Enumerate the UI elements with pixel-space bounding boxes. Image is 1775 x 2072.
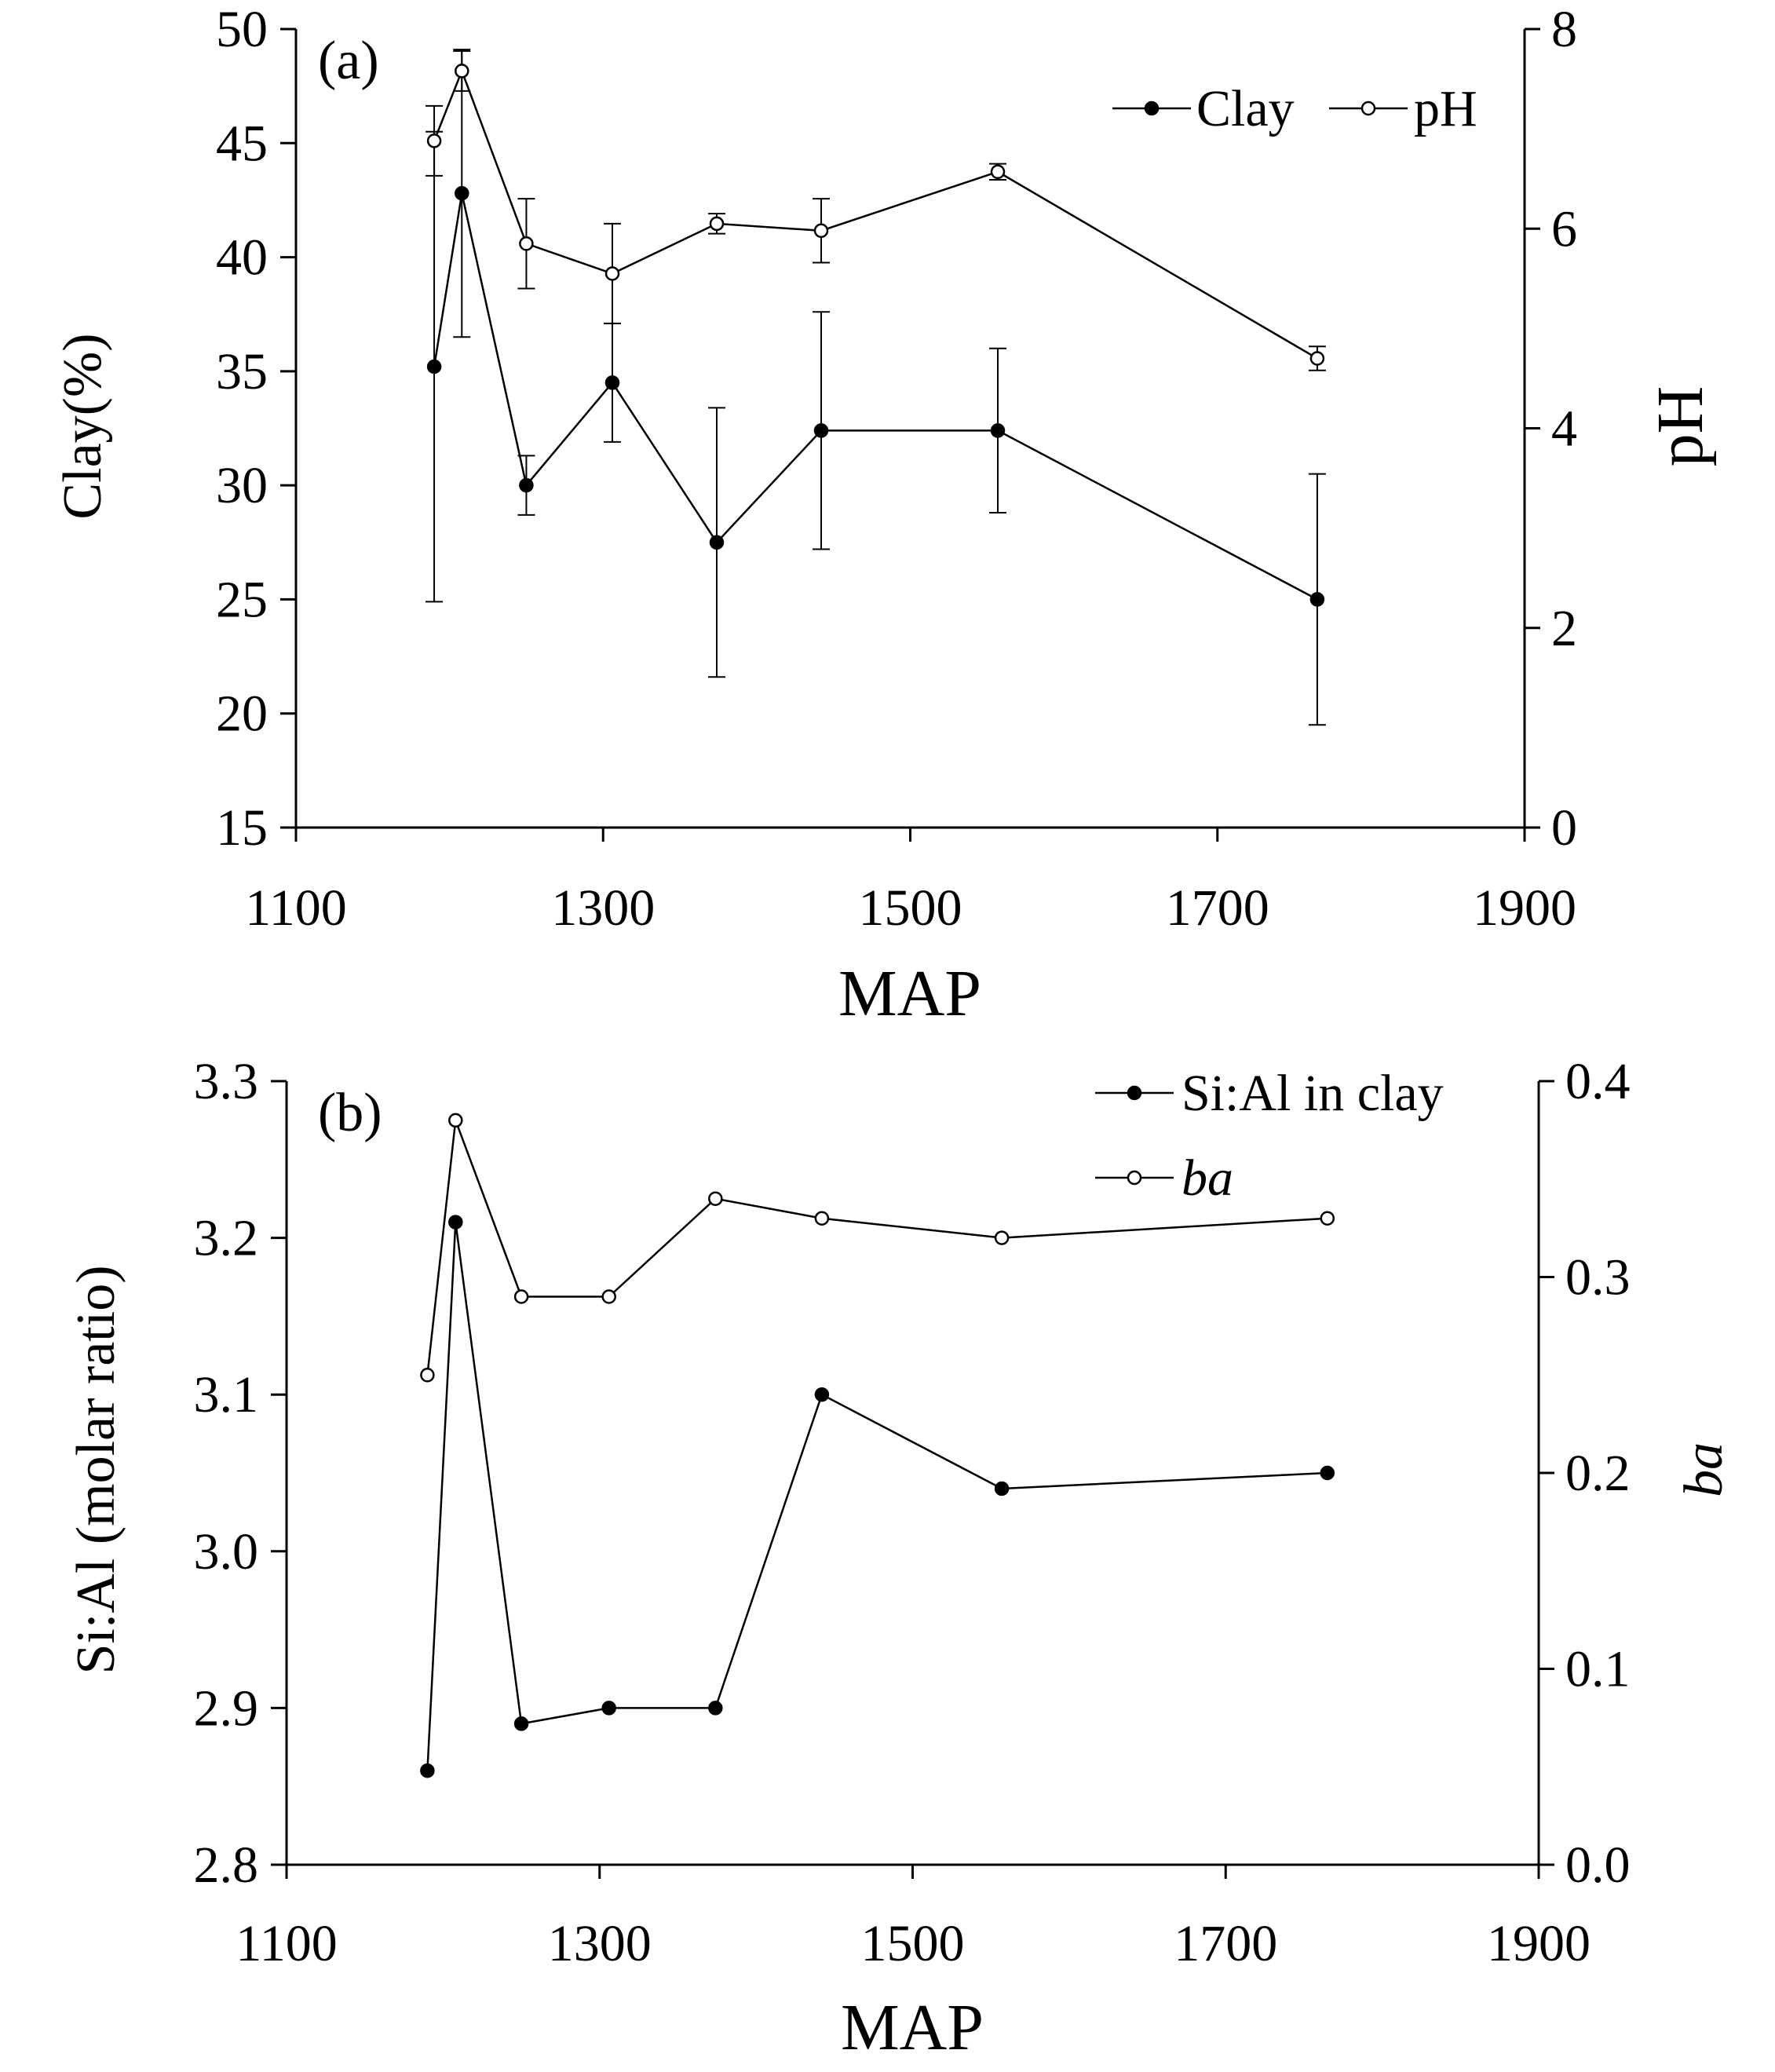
- panel-b-y2-tick-label: 0.0: [1565, 1836, 1631, 1894]
- panel-a-y2-tick-label: 4: [1551, 400, 1577, 458]
- data-point-clay: [709, 535, 725, 550]
- data-point-ba: [448, 1113, 463, 1128]
- data-point-ba: [601, 1289, 616, 1304]
- data-point-ph: [990, 164, 1006, 180]
- panel-a-y-tick-label: 50: [216, 1, 268, 58]
- panel-a-legend: Clay pH: [1112, 80, 1477, 137]
- panel-b-x-tick-label: 1100: [236, 1915, 338, 1972]
- panel-a-x-tick-label: 1700: [1166, 879, 1269, 937]
- data-point-ba: [994, 1230, 1010, 1245]
- panel-b-y2-tick-label: 0.4: [1565, 1053, 1631, 1110]
- data-point-ba: [814, 1211, 830, 1226]
- legend-label-sial: Si:Al in clay: [1182, 1065, 1444, 1122]
- data-point-ba: [1320, 1211, 1335, 1226]
- data-point-si-al-in-clay: [994, 1481, 1010, 1496]
- panel-a-y-tick-label: 30: [216, 457, 268, 514]
- data-point-ph: [709, 216, 725, 232]
- panel-a-y2-axis-title: pH: [1644, 386, 1717, 467]
- panel-a-y-tick-label: 45: [216, 115, 268, 172]
- panel-a-y-axis-title: Clay(%): [53, 333, 113, 519]
- legend-label-ph: pH: [1414, 80, 1477, 137]
- panel-b-y-tick-label: 3.3: [194, 1053, 259, 1110]
- panel-b-y-tick-label: 2.9: [194, 1679, 259, 1737]
- panel-a-y2-tick-label: 8: [1551, 1, 1577, 58]
- panel-b-x-axis-title: MAP: [841, 1991, 984, 2064]
- panel-a-clay-ph-chart: (a) MAP Clay(%) pH Clay pH 1100 1300 1500 1…: [53, 1, 1717, 1030]
- panel-b-y-tick-label: 3.2: [194, 1210, 259, 1267]
- data-point-ba: [513, 1289, 529, 1304]
- data-point-si-al-in-clay: [708, 1701, 723, 1716]
- data-point-si-al-in-clay: [448, 1215, 463, 1230]
- legend-marker-sial: [1127, 1085, 1142, 1101]
- legend-marker-ba: [1127, 1170, 1142, 1186]
- data-point-ph: [455, 64, 469, 79]
- data-point-si-al-in-clay: [814, 1387, 830, 1402]
- series-line-ba: [426, 1120, 1328, 1376]
- panel-a-x-tick-label: 1100: [245, 879, 347, 937]
- legend-label-ba: ba: [1182, 1149, 1233, 1207]
- panel-b-y2-axis-title: ba: [1674, 1442, 1734, 1497]
- panel-a-y-tick-label: 15: [216, 799, 268, 857]
- series-line-si-al-in-clay: [426, 1222, 1328, 1771]
- panel-b-y2-tick-label: 0.2: [1565, 1445, 1631, 1502]
- panel-b-y-tick-label: 3.0: [194, 1523, 259, 1580]
- panel-b-sial-ba-chart: (b) MAP Si:Al (molar ratio) ba Si:Al in …: [66, 1053, 1734, 2064]
- panel-a-y-tick-label: 20: [216, 685, 268, 743]
- panel-a-y2-tick-label: 2: [1551, 600, 1577, 657]
- legend-marker-clay: [1144, 100, 1160, 116]
- data-point-ba: [420, 1368, 435, 1383]
- panel-a-x-tick-label: 1900: [1473, 879, 1576, 937]
- panel-b-y2-tick-label: 0.1: [1565, 1641, 1631, 1698]
- data-point-clay: [1309, 592, 1325, 607]
- data-point-si-al-in-clay: [513, 1716, 529, 1731]
- data-point-ph: [604, 266, 620, 281]
- data-point-ph: [813, 223, 829, 239]
- data-point-ph: [519, 236, 534, 251]
- data-point-clay: [519, 477, 534, 493]
- panel-b-label: (b): [318, 1083, 382, 1143]
- panel-a-x-tick-label: 1300: [551, 879, 655, 937]
- data-point-si-al-in-clay: [601, 1701, 616, 1716]
- panel-a-y-tick-label: 25: [216, 571, 268, 628]
- panel-a-x-axis-title: MAP: [838, 957, 981, 1030]
- panel-a-label: (a): [318, 31, 379, 91]
- data-point-ph: [1309, 351, 1325, 366]
- data-point-clay: [455, 185, 469, 201]
- panel-a-y-tick-label: 40: [216, 229, 268, 287]
- data-point-clay: [990, 423, 1006, 438]
- data-point-clay: [813, 423, 829, 438]
- panel-a-y2-tick-label: 0: [1551, 799, 1577, 857]
- legend-label-clay: Clay: [1196, 80, 1295, 137]
- panel-a-y-tick-label: 35: [216, 343, 268, 400]
- panel-b-x-tick-label: 1900: [1487, 1915, 1591, 1972]
- data-point-ph: [426, 133, 442, 148]
- panel-b-y-tick-label: 3.1: [194, 1366, 259, 1423]
- panel-a-x-tick-label: 1500: [859, 879, 962, 937]
- series-line-clay: [433, 192, 1318, 601]
- data-point-si-al-in-clay: [420, 1763, 435, 1778]
- data-point-si-al-in-clay: [1320, 1465, 1335, 1481]
- data-point-clay: [604, 375, 620, 390]
- data-point-clay: [426, 359, 442, 375]
- legend-marker-ph: [1360, 100, 1376, 116]
- panel-b-x-tick-label: 1300: [548, 1915, 652, 1972]
- panel-b-legend: Si:Al in clay ba: [1095, 1065, 1444, 1207]
- panel-b-y-tick-label: 2.8: [194, 1836, 259, 1894]
- panel-b-x-tick-label: 1700: [1174, 1915, 1277, 1972]
- panel-a-y2-tick-label: 6: [1551, 200, 1577, 258]
- data-point-ba: [708, 1191, 723, 1206]
- panel-b-y2-tick-label: 0.3: [1565, 1249, 1631, 1306]
- series-line-ph: [433, 68, 1318, 360]
- panel-b-y-axis-title: Si:Al (molar ratio): [66, 1265, 126, 1674]
- panel-b-x-tick-label: 1500: [861, 1915, 965, 1972]
